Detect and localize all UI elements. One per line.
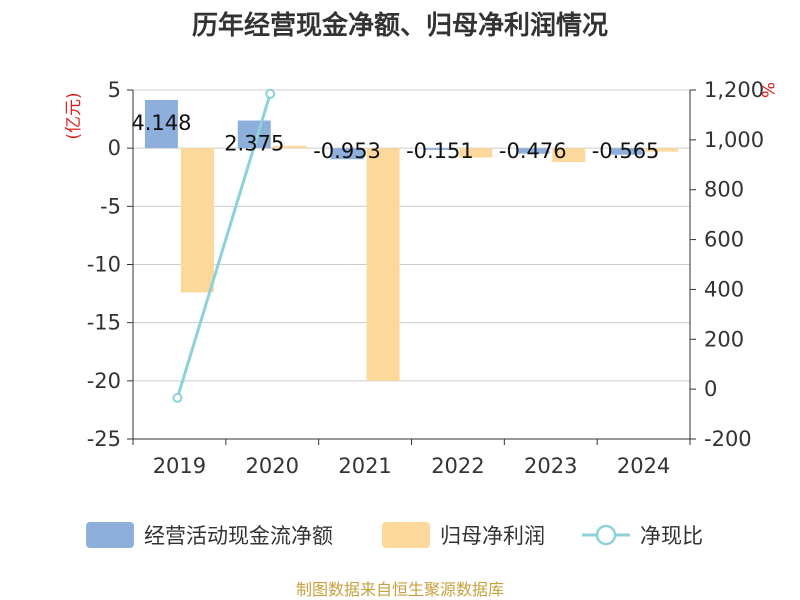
data-label-cash-flow: -0.953 (313, 139, 381, 163)
legend-swatch-cash-flow (86, 522, 134, 548)
bar-layer (144, 99, 679, 381)
data-labels: 4.148 2.375 -0.953 -0.151 -0.476 -0.565 (131, 111, 659, 163)
left-axis-tick-label: -10 (87, 253, 121, 277)
bar-cash-flow (330, 148, 364, 160)
point-ratio (172, 392, 183, 403)
left-axis-tick-label: 5 (108, 78, 121, 102)
bar-net-profit (645, 148, 679, 152)
left-axis-tick-label: -20 (87, 369, 121, 393)
bar-net-profit (366, 148, 400, 381)
data-label-cash-flow: 4.148 (131, 111, 191, 135)
bar-net-profit (273, 145, 307, 149)
left-axis-tick-label: -25 (87, 427, 121, 451)
bar-cash-flow (144, 99, 178, 149)
right-axis-tick-label: 600 (704, 228, 744, 252)
left-axis-tick-label: -15 (87, 311, 121, 335)
data-label-cash-flow: 2.375 (224, 132, 284, 156)
bar-net-profit (459, 148, 493, 158)
right-axis-unit: % (757, 82, 777, 98)
legend-marker-ratio (595, 524, 617, 546)
data-label-cash-flow: -0.565 (592, 139, 660, 163)
legend: 经营活动现金流净额 归母净利润 净现比 (86, 522, 703, 548)
right-axis-tick-label: 800 (704, 178, 744, 202)
x-axis-tick-label: 2019 (153, 454, 206, 478)
right-axis-tick-label: 400 (704, 277, 744, 301)
data-label-cash-flow: -0.151 (406, 139, 474, 163)
x-axis-tick-label: 2020 (246, 454, 299, 478)
bar-net-profit (180, 148, 214, 293)
right-axis-tick-label: 1,200 (704, 78, 764, 102)
line-layer (172, 88, 276, 403)
chart-title: 历年经营现金净额、归母净利润情况 (192, 10, 608, 41)
legend-swatch-net-profit (382, 522, 430, 548)
left-axis-tick-label: 0 (108, 136, 121, 160)
right-axis-tick-label: 1,000 (704, 128, 764, 152)
legend-label-ratio: 净现比 (640, 524, 703, 548)
left-axis-tick-label: -5 (100, 194, 121, 218)
bar-cash-flow (516, 148, 550, 154)
right-axis-tick-label: 0 (704, 377, 717, 401)
x-axis-tick-label: 2024 (617, 454, 670, 478)
left-axis-unit: (亿元) (64, 92, 84, 139)
bar-cash-flow (609, 148, 643, 155)
line-ratio (175, 93, 272, 399)
right-axis-tick-label: -200 (704, 427, 752, 451)
x-axis-tick-label: 2022 (431, 454, 484, 478)
axes: 5 0 -5 -10 -15 -20 -25 1,200 1,000 800 600 400 200 0 -… (87, 78, 764, 478)
x-axis-tick-label: 2021 (338, 454, 391, 478)
bar-cash-flow (423, 148, 457, 150)
right-axis-tick-label: 200 (704, 327, 744, 351)
point-ratio (265, 88, 276, 99)
data-source-note: 制图数据来自恒生聚源数据库 (296, 580, 504, 599)
x-axis-tick-label: 2023 (524, 454, 577, 478)
data-label-cash-flow: -0.476 (499, 139, 567, 163)
bar-net-profit (552, 148, 586, 163)
legend-label-cash-flow: 经营活动现金流净额 (144, 524, 333, 548)
legend-label-net-profit: 归母净利润 (440, 524, 545, 548)
